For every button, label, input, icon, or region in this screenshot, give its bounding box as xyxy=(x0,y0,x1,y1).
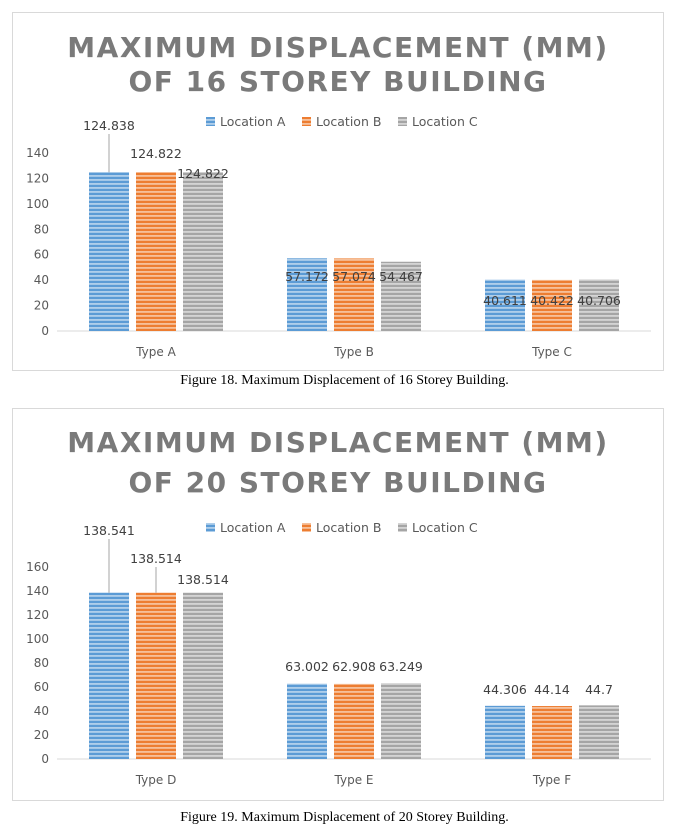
x-category-label: Type C xyxy=(531,345,572,359)
legend-swatch xyxy=(398,523,407,532)
chart-title-line: MAXIMUM DISPLACEMENT (MM) xyxy=(67,31,608,64)
y-tick-label: 80 xyxy=(34,656,49,670)
data-label: 54.467 xyxy=(379,269,423,284)
legend-swatch xyxy=(206,523,215,532)
y-tick-label: 160 xyxy=(26,560,49,574)
x-category-label: Type A xyxy=(135,345,176,359)
chart-title-line: MAXIMUM DISPLACEMENT (MM) xyxy=(67,426,608,459)
chart-title-line: OF 16 STOREY BUILDING xyxy=(128,65,547,98)
bar xyxy=(89,172,129,331)
y-tick-label: 120 xyxy=(26,608,49,622)
bar xyxy=(485,279,525,331)
data-label: 138.541 xyxy=(83,523,135,538)
x-category-label: Type B xyxy=(333,345,374,359)
y-tick-label: 20 xyxy=(34,299,49,313)
y-tick-label: 40 xyxy=(34,273,49,287)
chart-20-storey: MAXIMUM DISPLACEMENT (MM) OF 20 STOREY BU… xyxy=(12,408,664,801)
legend-item: Location B xyxy=(302,114,381,129)
legend-label: Location C xyxy=(412,114,478,129)
figure-19-caption: Figure 19. Maximum Displacement of 20 St… xyxy=(180,810,509,825)
data-label: 57.074 xyxy=(332,269,376,284)
y-tick-label: 40 xyxy=(34,704,49,718)
bar xyxy=(89,592,129,759)
data-label: 62.908 xyxy=(332,659,376,674)
legend-item: Location A xyxy=(206,520,286,535)
y-tick-label: 140 xyxy=(26,584,49,598)
data-label: 40.706 xyxy=(577,293,621,308)
x-category-label: Type F xyxy=(532,773,571,787)
data-label: 124.822 xyxy=(130,146,182,161)
legend-item: Location A xyxy=(206,114,286,129)
x-category-label: Type E xyxy=(334,773,374,787)
legend-swatch xyxy=(206,117,215,126)
data-label: 44.306 xyxy=(483,682,527,697)
legend-swatch xyxy=(398,117,407,126)
x-category-label: Type D xyxy=(135,773,177,787)
y-tick-label: 60 xyxy=(34,680,49,694)
data-label: 44.7 xyxy=(585,682,613,697)
y-tick-label: 140 xyxy=(26,146,49,160)
legend-swatch xyxy=(302,117,311,126)
legend-label: Location A xyxy=(220,520,286,535)
chart-16-storey-svg: MAXIMUM DISPLACEMENT (MM)OF 16 STOREY BU… xyxy=(26,31,651,359)
bar xyxy=(183,592,223,759)
y-tick-label: 100 xyxy=(26,197,49,211)
y-tick-label: 100 xyxy=(26,632,49,646)
bar xyxy=(334,258,374,331)
legend-label: Location C xyxy=(412,520,478,535)
bar xyxy=(287,683,327,759)
chart-16-storey: MAXIMUM DISPLACEMENT (MM) OF 16 STOREY BU… xyxy=(12,12,664,371)
legend-label: Location B xyxy=(316,114,381,129)
chart-title-line: OF 20 STOREY BUILDING xyxy=(128,466,547,499)
data-label: 40.422 xyxy=(530,293,574,308)
data-label: 63.002 xyxy=(285,659,329,674)
bar xyxy=(287,258,327,331)
bar xyxy=(136,592,176,759)
legend-label: Location A xyxy=(220,114,286,129)
y-tick-label: 0 xyxy=(41,752,49,766)
data-label: 138.514 xyxy=(130,551,182,566)
bar xyxy=(381,683,421,759)
data-label: 57.172 xyxy=(285,269,329,284)
bar xyxy=(532,706,572,759)
data-label: 44.14 xyxy=(534,682,570,697)
legend-item: Location C xyxy=(398,520,478,535)
data-label: 40.611 xyxy=(483,293,527,308)
figure-18-caption: Figure 18. Maximum Displacement of 16 St… xyxy=(180,373,509,388)
bar xyxy=(579,279,619,331)
bar xyxy=(381,261,421,331)
legend-swatch xyxy=(302,523,311,532)
legend-label: Location B xyxy=(316,520,381,535)
y-tick-label: 80 xyxy=(34,222,49,236)
data-label: 124.822 xyxy=(177,166,229,181)
y-tick-label: 60 xyxy=(34,248,49,262)
y-tick-label: 0 xyxy=(41,324,49,338)
y-tick-label: 20 xyxy=(34,728,49,742)
data-label: 124.838 xyxy=(83,118,135,133)
chart-20-storey-svg: MAXIMUM DISPLACEMENT (MM) OF 20 STOREY BU… xyxy=(26,426,651,787)
data-label: 63.249 xyxy=(379,659,423,674)
bar xyxy=(485,705,525,759)
legend-item: Location B xyxy=(302,520,381,535)
bar xyxy=(136,172,176,331)
bar xyxy=(579,705,619,759)
bar xyxy=(334,683,374,759)
legend-item: Location C xyxy=(398,114,478,129)
y-tick-label: 120 xyxy=(26,171,49,185)
bar xyxy=(183,172,223,331)
data-label: 138.514 xyxy=(177,572,229,587)
bar xyxy=(532,279,572,331)
